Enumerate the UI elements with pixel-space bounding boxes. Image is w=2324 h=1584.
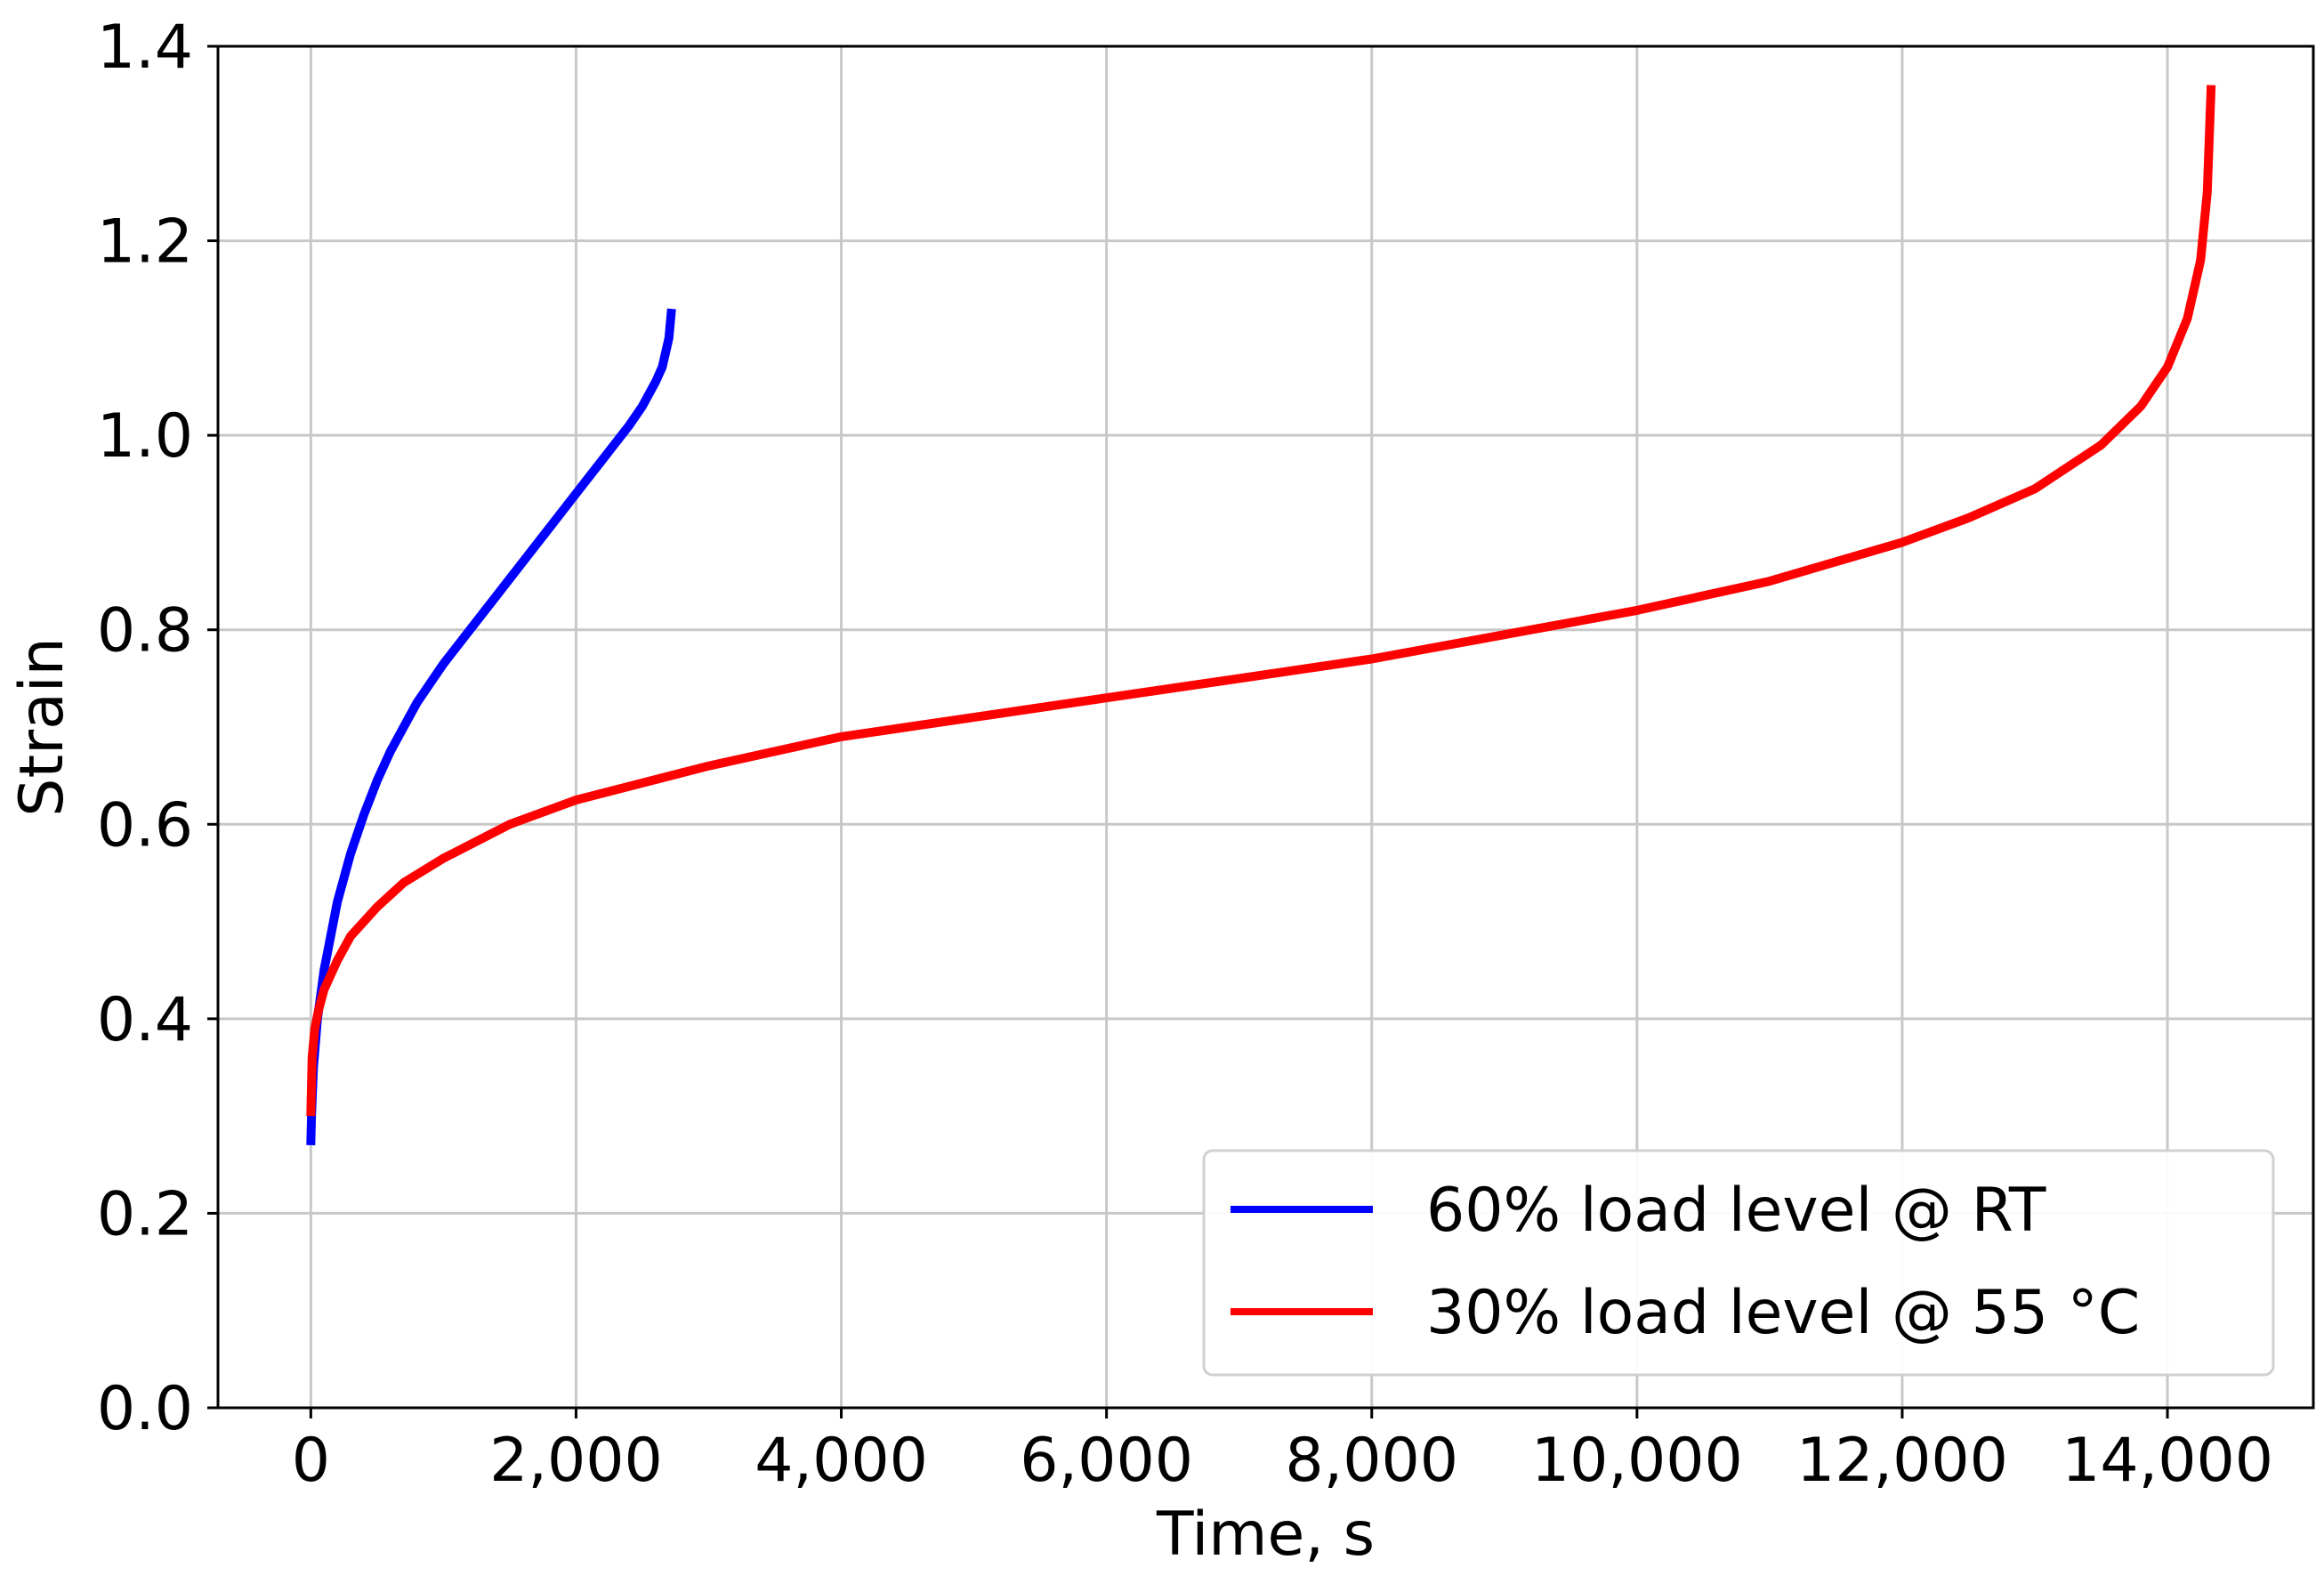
x-tick-label: 0 (292, 1426, 330, 1496)
tick-labels: 0 2,000 4,000 6,000 8,000 10,000 12,000 14,000 0… (97, 12, 2273, 1496)
y-tick-label: 1.0 (97, 401, 193, 472)
x-tick-label: 10,000 (1531, 1426, 1743, 1496)
legend: 60% load level @ RT 30% load level @ 55 °… (1202, 1149, 2275, 1377)
x-tick-label: 6,000 (1020, 1426, 1193, 1496)
legend-label-1: 60% load level @ RT (1426, 1176, 2046, 1246)
x-tick-label: 14,000 (2062, 1426, 2273, 1496)
y-tick-label: 1.4 (97, 12, 193, 83)
x-tick-label: 4,000 (754, 1426, 928, 1496)
x-tick-label: 12,000 (1796, 1426, 2008, 1496)
grid (218, 44, 2313, 1410)
y-tick-label: 0.2 (97, 1179, 193, 1249)
legend-box (1202, 1149, 2275, 1377)
y-tick-label: 1.2 (97, 207, 193, 278)
y-tick-label: 0.6 (97, 790, 193, 861)
x-axis-title: Time, s (1156, 1499, 1375, 1570)
series-line-1 (306, 308, 676, 1146)
y-axis-title: Strain (7, 637, 77, 816)
x-tick-label: 2,000 (489, 1426, 663, 1496)
series-lines (306, 85, 2216, 1146)
axes (207, 44, 2315, 1418)
x-tick-label: 8,000 (1285, 1426, 1458, 1496)
y-tick-label: 0.8 (97, 596, 193, 667)
y-tick-label: 0.4 (97, 985, 193, 1055)
legend-label-2: 30% load level @ 55 °C (1426, 1278, 2140, 1348)
y-tick-label: 0.0 (97, 1374, 193, 1444)
plot-frame (216, 44, 2315, 1410)
series-line-2 (306, 85, 2216, 1117)
